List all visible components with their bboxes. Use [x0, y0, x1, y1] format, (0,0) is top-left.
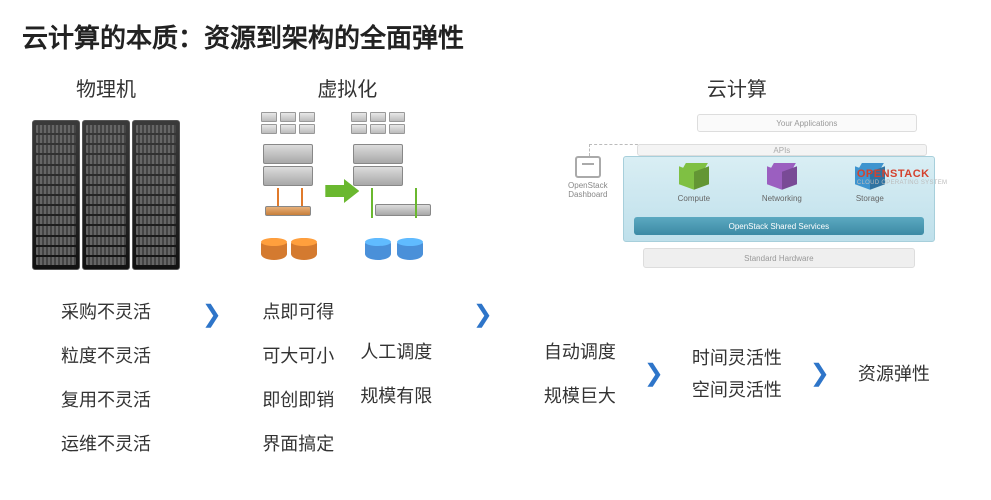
openstack-dashboard-icon: OpenStack Dashboard: [553, 156, 623, 199]
disk-icon: [291, 238, 317, 260]
brand-subtitle: CLOUD OPERATING SYSTEM: [857, 180, 953, 186]
arrow-icon: ❯: [642, 359, 666, 388]
shared-services-bar: OpenStack Shared Services: [634, 217, 924, 235]
bullet-item: 规模有限: [360, 382, 432, 408]
bullet-item: 复用不灵活: [61, 386, 151, 412]
cube-icon: [679, 163, 709, 191]
image-virtualization: [247, 110, 447, 280]
disk-icon: [261, 238, 287, 260]
bullets-physical: 采购不灵活 粒度不灵活 复用不灵活 运维不灵活: [61, 298, 151, 456]
header-virtual: 虚拟化: [317, 73, 377, 102]
layer-apps: Your Applications: [697, 114, 917, 132]
column-virtual: 虚拟化: [234, 73, 461, 456]
disk-icon: [397, 238, 423, 260]
bullet-item: 人工调度: [360, 338, 432, 364]
brand-title: OPENSTACK: [857, 168, 953, 180]
diagram-row: 物理机 采购不灵活 粒度不灵活 复用不灵活 运维不灵活 ❯ 虚拟化: [22, 73, 969, 456]
image-openstack-architecture: Your Applications APIs OpenStack Dashboa…: [527, 110, 947, 280]
arrow-icon: ❯: [808, 359, 832, 388]
service-networking: Networking: [752, 163, 812, 203]
image-physical-racks: [32, 110, 180, 280]
layer-api: APIs: [637, 144, 927, 156]
disk-icon: [365, 238, 391, 260]
openstack-brand: OPENSTACK CLOUD OPERATING SYSTEM: [857, 168, 953, 186]
service-label: Storage: [840, 194, 900, 203]
service-compute: Compute: [664, 163, 724, 203]
bullet-item: 资源弹性: [858, 360, 930, 386]
bullet-item: 可大可小: [262, 342, 334, 368]
bullet-item: 规模巨大: [544, 382, 616, 408]
arrow-icon: ❯: [471, 300, 495, 329]
service-label: Compute: [664, 194, 724, 203]
header-cloud: 云计算: [707, 73, 767, 102]
dashboard-label: OpenStack Dashboard: [553, 181, 623, 199]
bullet-item: 点即可得: [262, 298, 334, 324]
server-rack-icon: [32, 120, 180, 270]
header-physical: 物理机: [76, 73, 136, 102]
column-physical: 物理机 采购不灵活 粒度不灵活 复用不灵活 运维不灵活: [22, 73, 190, 456]
bullets-cloud: 自动调度 规模巨大 ❯ 时间灵活性 空间灵活性 ❯ 资源弹性: [544, 298, 930, 448]
page-title: 云计算的本质：资源到架构的全面弹性: [22, 18, 969, 55]
bullet-item: 运维不灵活: [61, 430, 151, 456]
bullet-item: 界面搞定: [262, 430, 334, 456]
bullets-virtual: 点即可得 可大可小 即创即销 界面搞定 人工调度 规模有限: [262, 298, 432, 456]
bullet-item: 时间灵活性: [692, 344, 782, 370]
cube-icon: [767, 163, 797, 191]
bullet-item: 空间灵活性: [692, 376, 782, 402]
service-label: Networking: [752, 194, 812, 203]
arrow-icon: ❯: [200, 300, 224, 329]
bullet-item: 自动调度: [544, 338, 616, 364]
bullet-item: 采购不灵活: [61, 298, 151, 324]
column-cloud: 云计算 Your Applications APIs OpenStack Das…: [505, 73, 969, 448]
hardware-bar: Standard Hardware: [643, 248, 915, 268]
bullet-item: 即创即销: [262, 386, 334, 412]
bullet-item: 粒度不灵活: [61, 342, 151, 368]
